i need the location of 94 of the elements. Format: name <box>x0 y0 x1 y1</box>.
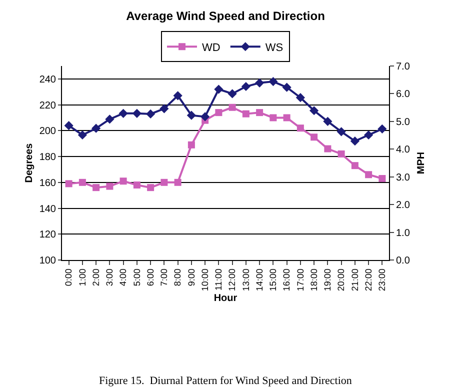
y2-tick-label: 7.0 <box>396 62 410 72</box>
point <box>174 178 182 186</box>
point <box>268 76 278 86</box>
x-tick-label: 21:00 <box>350 268 360 292</box>
point <box>160 178 168 186</box>
y2-tick-label: 1.0 <box>396 228 410 239</box>
y2-tick-label: 2.0 <box>396 200 410 212</box>
x-tick-label: 11:00 <box>214 268 224 290</box>
y2-tick-label: 0.0 <box>396 256 410 266</box>
y-tick-label: 120 <box>39 230 56 241</box>
point <box>324 145 332 152</box>
legend-label: WD <box>202 42 220 54</box>
y-tick-label: 220 <box>39 100 56 112</box>
point <box>160 104 169 114</box>
x-tick-label: 8:00 <box>172 268 183 286</box>
x-tick-label: 14:00 <box>254 268 264 292</box>
point <box>310 106 319 116</box>
x-tick-label: 9:00 <box>186 268 196 286</box>
point <box>365 171 372 178</box>
x-tick-label: 23:00 <box>377 268 388 292</box>
x-tick-label: 19:00 <box>322 268 333 292</box>
x-tick-label: 1:00 <box>77 268 88 286</box>
point <box>336 127 346 136</box>
point <box>256 109 264 116</box>
point <box>132 108 142 118</box>
y2-tick-label: 4.0 <box>396 144 410 156</box>
x-tick-label: 0:00 <box>64 268 74 286</box>
x-tick-label: 3:00 <box>104 268 115 286</box>
y-tick-label: 160 <box>39 178 56 189</box>
x-tick-label: 4:00 <box>118 268 128 286</box>
point <box>296 93 305 102</box>
point <box>92 184 100 192</box>
point <box>378 124 387 134</box>
point <box>65 180 72 188</box>
x-tick-label: 12:00 <box>227 268 238 292</box>
y2-tick-label: 5.0 <box>396 116 410 128</box>
point <box>214 84 224 94</box>
point <box>118 108 128 118</box>
x-tick-label: 16:00 <box>282 268 292 292</box>
x-tick-label: 17:00 <box>295 268 306 292</box>
point <box>215 109 222 116</box>
legend-label: WS <box>265 42 284 54</box>
x-tick-label: 15:00 <box>268 268 278 292</box>
x-tick-label: 22:00 <box>363 268 374 292</box>
caption: Figure 15. Diurnal Pattern for Wind Speed and Direction <box>99 375 352 387</box>
point <box>242 110 250 118</box>
x-tick-label: 13:00 <box>240 268 251 292</box>
point <box>200 112 210 122</box>
y-tick-label: 140 <box>39 204 56 215</box>
point <box>105 114 114 124</box>
point <box>364 130 374 140</box>
x-tick-label: 5:00 <box>132 268 142 286</box>
y-axis-title: Degrees <box>24 142 35 183</box>
y-tick-label: 200 <box>39 126 56 138</box>
point <box>146 109 156 118</box>
x-tick-label: 2:00 <box>90 268 101 286</box>
y2-axis-title: MPH <box>416 152 427 174</box>
point <box>188 141 195 148</box>
point <box>120 178 127 185</box>
point <box>310 134 318 141</box>
point <box>283 114 290 122</box>
chart-title: Average Wind Speed and Direction <box>126 9 325 24</box>
point <box>241 82 250 92</box>
point <box>255 78 264 88</box>
y-tick-label: 100 <box>39 256 56 266</box>
y2-tick-label: 6.0 <box>396 89 410 100</box>
point <box>228 89 237 98</box>
point <box>173 91 182 100</box>
x-tick-label: 10:00 <box>200 268 210 292</box>
x-tick-label: 7:00 <box>159 268 170 286</box>
point <box>78 178 86 186</box>
x-axis-title: Hour <box>214 293 238 304</box>
point <box>92 124 101 133</box>
point <box>78 130 87 140</box>
point <box>147 184 154 192</box>
point <box>270 114 277 122</box>
point <box>64 121 74 130</box>
point <box>323 116 332 126</box>
point <box>186 110 196 120</box>
point <box>282 82 292 92</box>
y-tick-label: 180 <box>39 152 56 164</box>
point <box>228 104 236 111</box>
point <box>351 162 358 170</box>
x-tick-label: 20:00 <box>336 268 346 292</box>
point <box>296 124 304 132</box>
x-tick-label: 18:00 <box>308 268 319 292</box>
point <box>350 136 360 146</box>
point <box>338 150 345 158</box>
y2-tick-label: 3.0 <box>396 172 410 184</box>
point <box>378 175 386 182</box>
point <box>133 181 140 188</box>
x-tick-label: 6:00 <box>145 268 156 286</box>
y-tick-label: 240 <box>39 74 56 86</box>
point <box>106 182 114 190</box>
